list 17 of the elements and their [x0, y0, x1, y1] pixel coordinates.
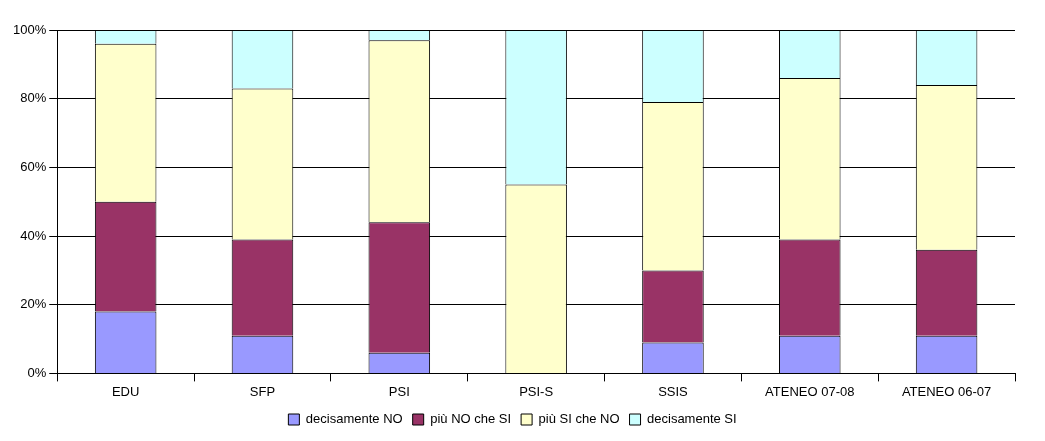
x-tick-label: PSI-S	[519, 383, 554, 399]
x-tick-label: EDU	[111, 383, 140, 399]
y-tick-label: 80%	[20, 90, 47, 106]
y-tick-label: 60%	[20, 158, 47, 174]
y-tick-label: 100%	[13, 21, 47, 37]
y-tick-label: 20%	[20, 296, 47, 312]
y-tick-label: 0%	[27, 364, 47, 380]
x-tick-label: ATENEO 07-08	[765, 383, 855, 399]
x-tick-label: SSIS	[658, 383, 689, 399]
legend-label: decisamente SI	[647, 411, 737, 427]
y-tick-label: 40%	[20, 227, 47, 243]
legend-label: più NO che SI	[430, 411, 512, 427]
x-tick-label: ATENEO 06-07	[901, 383, 992, 399]
legend-label: decisamente NO	[305, 411, 403, 427]
legend-label: più SI che NO	[538, 411, 620, 427]
x-tick-label: PSI	[388, 383, 410, 399]
x-tick-label: SFP	[249, 383, 276, 399]
